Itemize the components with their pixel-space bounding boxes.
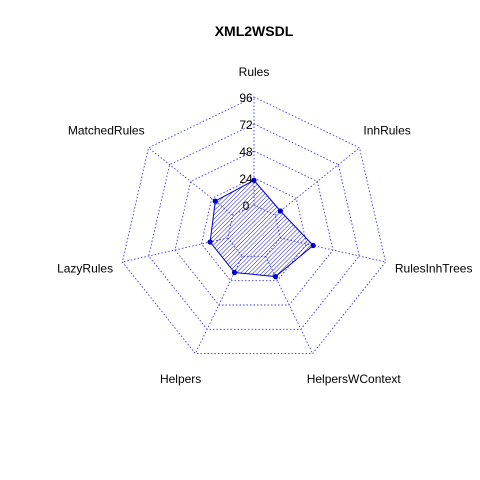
data-point (207, 239, 213, 245)
axis-label: HelpersWContext (307, 372, 402, 386)
axis-label: RulesInhTrees (395, 261, 473, 275)
axis-label: InhRules (363, 123, 410, 137)
series-area (209, 179, 314, 278)
grid-ring (121, 96, 387, 355)
axis-label: Helpers (160, 372, 201, 386)
axis-label: Rules (239, 65, 270, 79)
tick-label: 48 (239, 145, 253, 159)
data-point (251, 177, 257, 183)
data-point (231, 269, 238, 276)
grid-ring (174, 150, 334, 306)
tick-label: 72 (239, 118, 253, 132)
grid-ring (148, 123, 360, 330)
spoke-line (274, 147, 360, 216)
data-point (212, 198, 218, 204)
data-point (277, 208, 283, 214)
data-point (272, 274, 279, 280)
series-layer (207, 177, 316, 280)
data-point (310, 242, 316, 249)
chart-title: XML2WSDL (215, 23, 294, 39)
tick-label: 96 (239, 91, 253, 105)
grid-ring (200, 177, 308, 282)
axis-label: MatchedRules (68, 123, 145, 137)
axis-label-layer: Rules InhRules RulesInhTrees HelpersWContex… (57, 65, 472, 386)
axis-label: LazyRules (57, 261, 113, 275)
